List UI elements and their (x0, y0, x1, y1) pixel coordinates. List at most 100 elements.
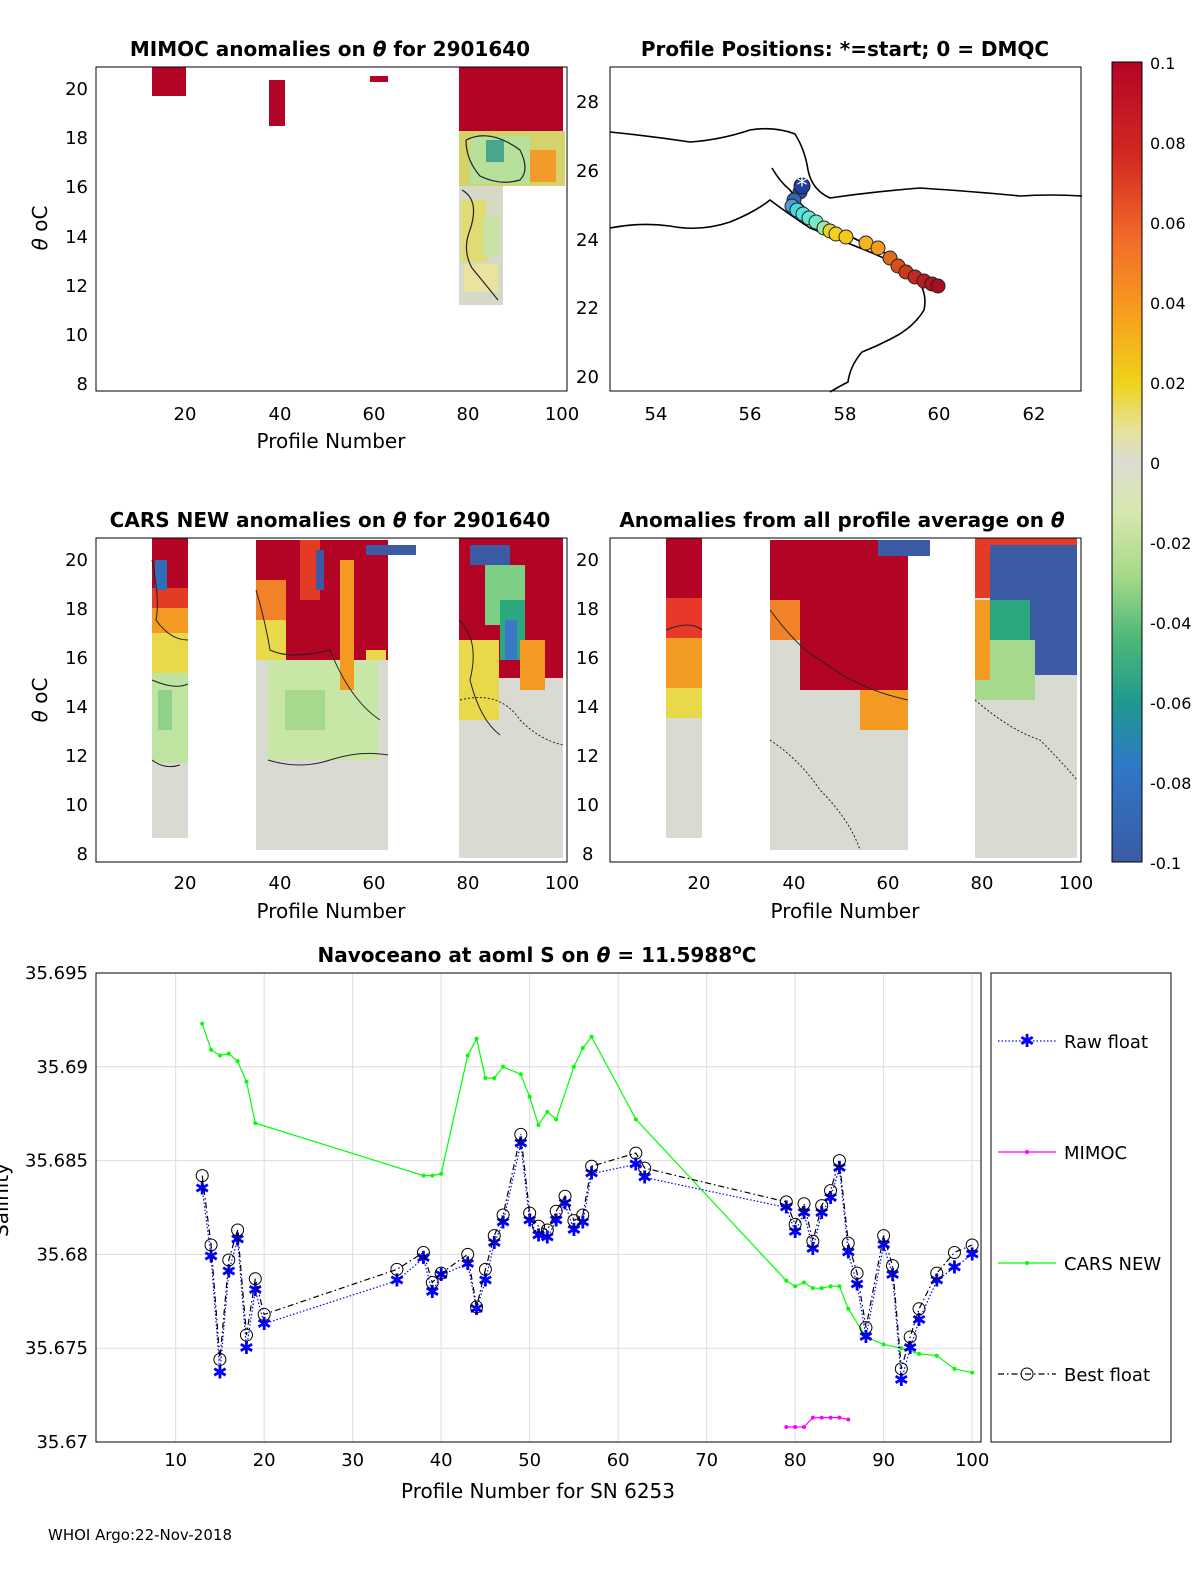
svg-text:18: 18 (65, 128, 88, 149)
data-point (496, 1208, 510, 1222)
data-point (828, 1284, 833, 1289)
data-point (244, 1079, 249, 1084)
legend-item-cars-new: CARS NEW (998, 1254, 1161, 1275)
svg-text:40: 40 (269, 404, 292, 425)
data-point: ✱ (912, 1310, 927, 1331)
data-point (589, 1034, 594, 1039)
svg-text:26: 26 (576, 161, 599, 182)
svg-text:16: 16 (576, 648, 599, 669)
avg-axes (609, 537, 1082, 863)
svg-text:8: 8 (582, 844, 593, 865)
svg-text:20: 20 (65, 79, 88, 100)
data-point (806, 1234, 820, 1248)
svg-text:8: 8 (77, 374, 88, 395)
svg-text:80: 80 (457, 873, 480, 894)
legend-item-mimoc: MIMOC (998, 1143, 1127, 1164)
svg-text:0.04: 0.04 (1150, 294, 1186, 313)
data-point (819, 1286, 824, 1291)
data-point (784, 1424, 789, 1429)
cars-xlabel: Profile Number (257, 899, 407, 923)
data-point (828, 1415, 833, 1420)
salinity-legend: ✱ Raw float MIMOC CARS NEW Best float (990, 972, 1172, 1443)
data-point (209, 1047, 214, 1052)
cars-contours (151, 559, 501, 768)
svg-text:-0.06: -0.06 (1150, 694, 1191, 713)
data-point (881, 1342, 886, 1347)
legend-label-mimoc: MIMOC (1064, 1143, 1127, 1164)
series-line-best-float (201, 1134, 973, 1369)
svg-text:-0.04: -0.04 (1150, 614, 1191, 633)
cars-title: CARS NEW anomalies on θ for 2901640 (110, 508, 551, 532)
data-point (461, 1247, 475, 1261)
data-point (421, 1173, 426, 1178)
data-point (465, 1053, 470, 1058)
data-point (239, 1328, 253, 1342)
map-title: Profile Positions: *=start; 0 = DMQC (641, 37, 1049, 61)
legend-label-raw-float: Raw float (1064, 1032, 1148, 1053)
svg-text:62: 62 (1023, 404, 1046, 425)
data-point (841, 1236, 855, 1250)
data-point (638, 1161, 652, 1175)
svg-text:20: 20 (576, 367, 599, 388)
data-point (248, 1272, 262, 1286)
data-point (779, 1195, 793, 1209)
legend-item-raw-float: ✱ Raw float (998, 1031, 1148, 1053)
data-point: ✱ (788, 1222, 803, 1243)
series-line-cars-new (201, 1023, 973, 1374)
svg-text:0.08: 0.08 (1150, 134, 1186, 153)
data-point (802, 1280, 806, 1285)
salinity-chart: Navoceano at aoml S on θ = 11.5988oC ✱✱✱… (0, 942, 1172, 1503)
data-point (810, 1286, 815, 1291)
data-point: ✱ (389, 1271, 404, 1292)
svg-text:12: 12 (65, 746, 88, 767)
data-point (815, 1199, 829, 1213)
mimoc-title: MIMOC anomalies on θ for 2901640 (130, 37, 530, 61)
data-point (580, 1046, 585, 1051)
series-raw-float: ✱✱✱✱✱✱✱✱✱✱✱✱✱✱✱✱✱✱✱✱✱✱✱✱✱✱ ✱✱✱✱✱✱✱✱✱✱✱✱✱✱… (195, 1134, 980, 1391)
x-tick-label: 100 (955, 1450, 989, 1471)
data-point (784, 1278, 789, 1283)
data-point (434, 1266, 448, 1280)
svg-text:14: 14 (576, 697, 599, 718)
data-point (965, 1238, 979, 1252)
legend-label-cars-new: CARS NEW (1064, 1254, 1161, 1275)
data-point (478, 1262, 492, 1276)
map-yticks: 20 22 24 26 28 (576, 92, 599, 388)
svg-text:16: 16 (65, 648, 88, 669)
svg-text:0.06: 0.06 (1150, 214, 1186, 233)
svg-text:-0.08: -0.08 (1150, 774, 1191, 793)
data-point (894, 1362, 908, 1376)
cars-ylabel: θ oC (28, 678, 52, 723)
data-point: ✱ (628, 1154, 643, 1175)
data-point (912, 1302, 926, 1316)
mimoc-xticks: 20 40 60 80 100 (174, 404, 580, 425)
svg-text:100: 100 (545, 873, 579, 894)
salinity-yticks: 35.67 35.675 35.68 35.685 35.69 35.695 (25, 963, 88, 1453)
svg-text:✱: ✱ (1019, 1031, 1034, 1052)
svg-text:20: 20 (174, 404, 197, 425)
cars-axes (95, 537, 568, 863)
svg-text:12: 12 (576, 746, 599, 767)
salinity-grid (96, 972, 981, 1443)
data-point (430, 1173, 435, 1178)
svg-text:56: 56 (739, 404, 762, 425)
svg-text:60: 60 (363, 873, 386, 894)
svg-text:100: 100 (545, 404, 579, 425)
y-tick-label: 35.685 (25, 1151, 88, 1172)
data-point (416, 1246, 430, 1260)
legend-item-best-float: Best float (998, 1365, 1150, 1386)
data-point (470, 1300, 484, 1314)
data-point (846, 1417, 851, 1422)
svg-text:20: 20 (576, 550, 599, 571)
svg-text:80: 80 (971, 873, 994, 894)
data-point: ✱ (487, 1233, 502, 1254)
data-point (633, 1117, 638, 1122)
data-point (837, 1415, 842, 1420)
svg-text:-0.1: -0.1 (1150, 854, 1181, 873)
data-point (235, 1059, 240, 1064)
svg-text:100: 100 (1059, 873, 1093, 894)
data-point: ✱ (221, 1261, 236, 1282)
mimoc-yticks: 8 10 12 14 16 18 20 (65, 79, 88, 395)
data-point (863, 1334, 868, 1339)
